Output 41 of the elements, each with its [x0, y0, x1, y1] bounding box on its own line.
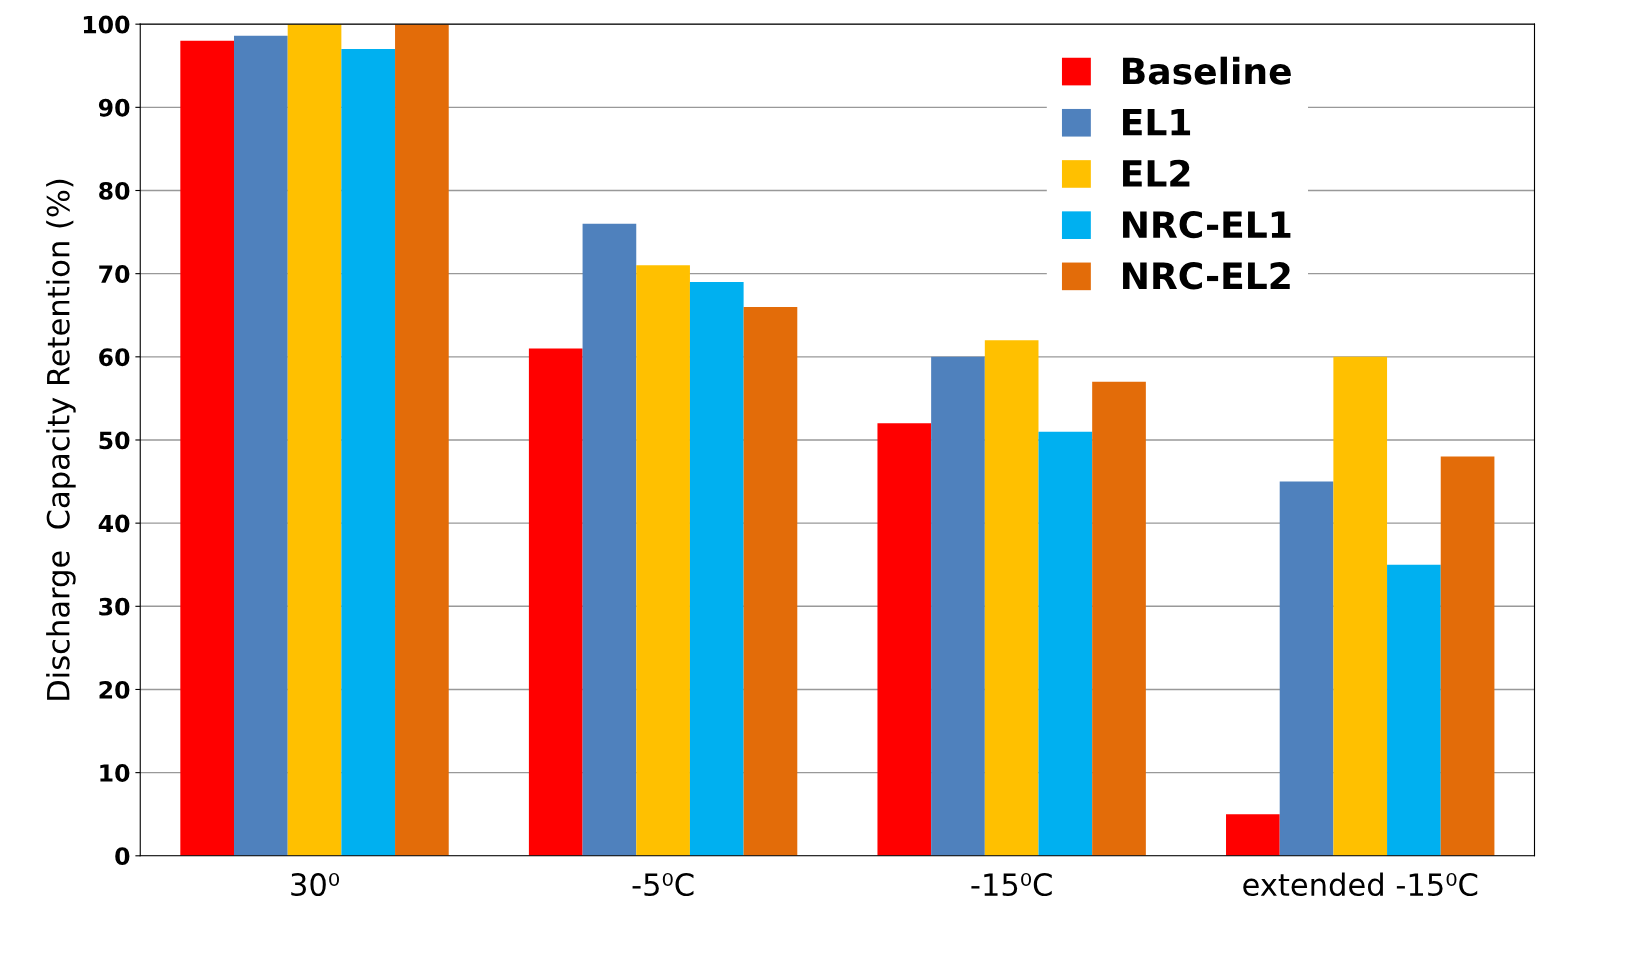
x-tick-label: extended -15⁰C: [1243, 872, 1478, 897]
bar: [1333, 356, 1388, 856]
bar: [1092, 381, 1146, 856]
bar: [582, 223, 637, 856]
legend-label: Baseline: [1123, 56, 1291, 85]
bar: [1387, 564, 1441, 856]
y-tick-label: 30: [99, 597, 130, 616]
bar: [341, 49, 396, 856]
bar: [528, 348, 583, 856]
bar: [1440, 456, 1495, 856]
legend-label: EL2: [1123, 159, 1190, 187]
x-tick-label: -15⁰C: [971, 873, 1052, 897]
y-tick-label: 0: [115, 847, 130, 866]
legend-label: NRC-EL1: [1123, 210, 1291, 239]
bar: [743, 306, 798, 856]
bar: [1279, 481, 1334, 856]
bar: [984, 340, 1039, 856]
y-tick-label: 90: [98, 98, 130, 117]
legend-label: EL1: [1123, 108, 1191, 136]
y-tick-label: 100: [83, 15, 130, 34]
y-tick-label: 10: [100, 764, 130, 782]
y-tick-label: 40: [98, 514, 130, 533]
y-tick-label: 70: [99, 265, 130, 283]
bar: [636, 265, 690, 856]
legend-label: NRC-EL2: [1123, 262, 1290, 290]
y-axis-title: Discharge Capacity Retention (%): [46, 179, 76, 700]
x-tick-label: 30⁰: [291, 873, 340, 897]
x-tick-label: -5⁰C: [632, 873, 694, 897]
bar: [287, 24, 342, 856]
y-tick-label: 80: [99, 181, 130, 200]
bar: [689, 281, 744, 856]
bar: [395, 24, 449, 856]
bar: [180, 40, 235, 856]
bar: [931, 356, 985, 856]
bar: [1226, 814, 1280, 856]
bar: [234, 35, 288, 856]
bar: [1038, 431, 1093, 856]
y-tick-label: 20: [99, 680, 130, 699]
bar: [877, 423, 932, 856]
y-tick-label: 50: [99, 431, 130, 450]
y-tick-label: 60: [99, 348, 130, 367]
